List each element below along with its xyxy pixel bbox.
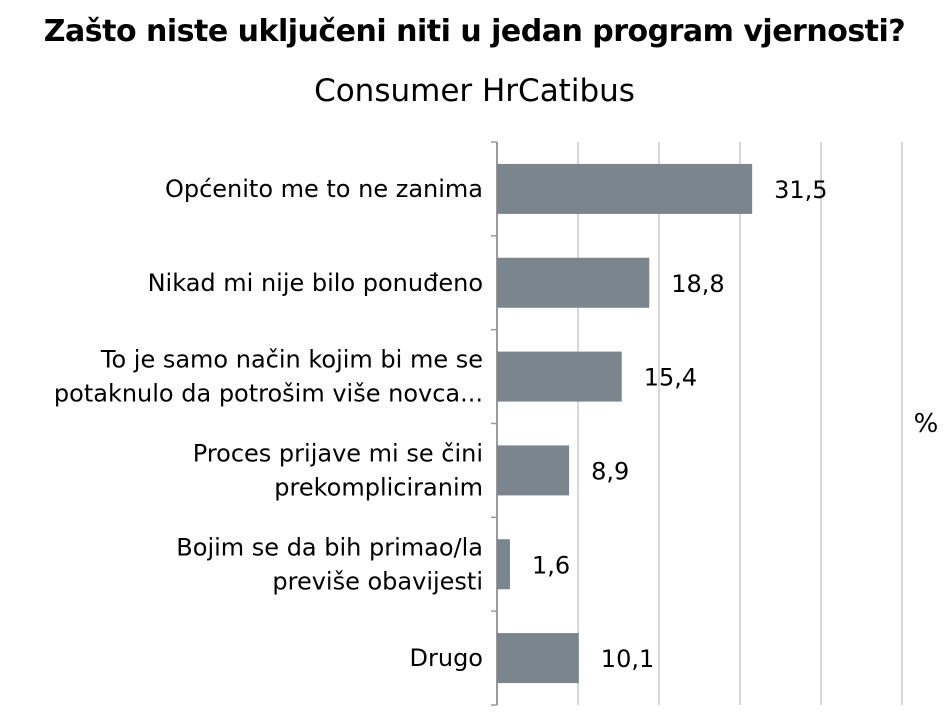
data-label: 15,4 <box>644 364 697 392</box>
bar <box>497 351 622 402</box>
bar <box>497 163 753 214</box>
category-label: Drugo <box>410 644 483 672</box>
bar <box>497 257 650 308</box>
category-label: Nikad mi nije bilo ponuđeno <box>148 269 483 297</box>
chart-subtitle: Consumer HrCatibus <box>314 73 635 109</box>
category-label: To je samo način kojim bi me se potaknulo… <box>54 346 483 408</box>
data-label: 10,1 <box>601 645 654 673</box>
data-label: 31,5 <box>774 176 827 204</box>
chart-title: Zašto niste uključeni niti u jedan progr… <box>43 14 906 49</box>
bar <box>497 539 510 590</box>
bar <box>497 445 570 496</box>
category-label: Proces prijave mi se čini prekomplicirani… <box>193 439 483 501</box>
unit-label: % <box>914 409 939 439</box>
category-label: Bojim se da bih primao/la previše obavije… <box>176 533 483 595</box>
category-label: Općenito me to ne zanima <box>165 175 483 203</box>
bar <box>497 633 579 684</box>
data-label: 8,9 <box>591 457 629 485</box>
data-label: 1,6 <box>532 551 570 579</box>
data-label: 18,8 <box>671 270 724 298</box>
